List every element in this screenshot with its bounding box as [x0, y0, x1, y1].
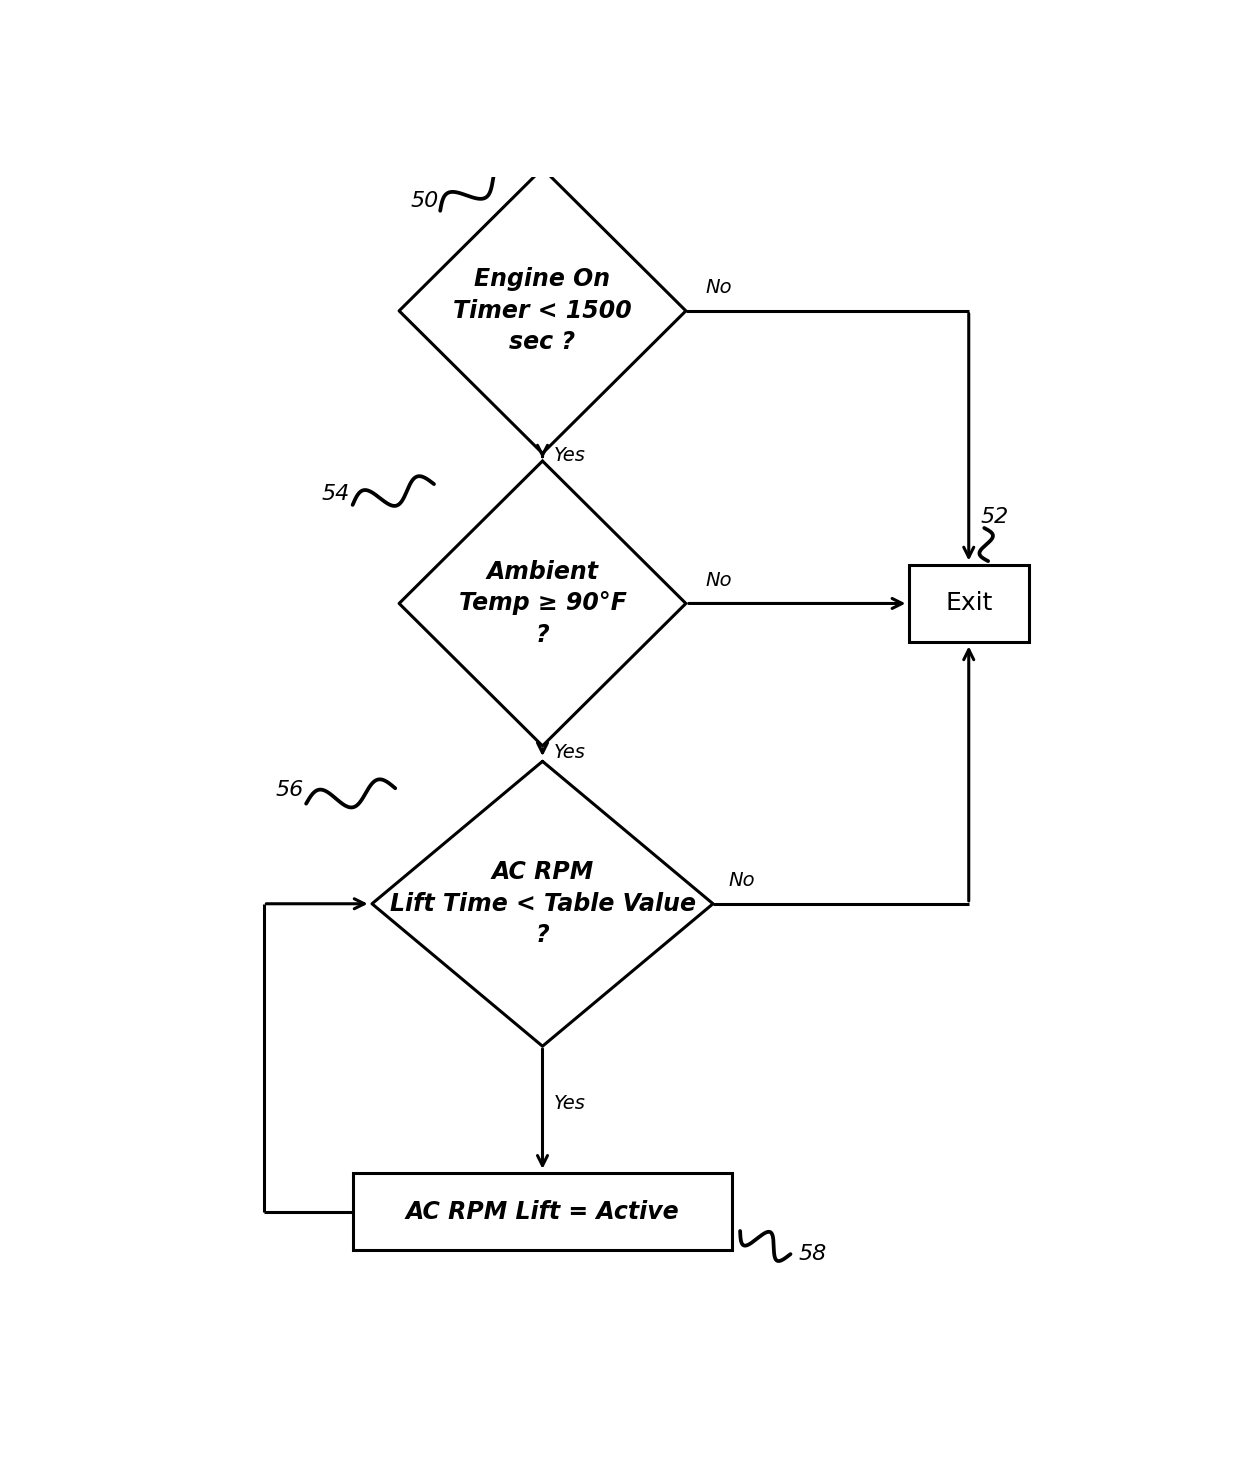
Text: 50: 50	[410, 192, 439, 211]
Text: Exit: Exit	[945, 591, 992, 616]
Text: 58: 58	[799, 1244, 827, 1263]
Text: No: No	[706, 570, 732, 590]
Text: Yes: Yes	[554, 447, 587, 466]
Bar	[352, 1173, 733, 1250]
Text: Ambient
Temp ≥ 90°F
?: Ambient Temp ≥ 90°F ?	[459, 560, 626, 647]
Bar	[909, 565, 1029, 643]
Text: Yes: Yes	[554, 1095, 587, 1113]
Text: 54: 54	[321, 483, 350, 504]
Text: AC RPM Lift = Active: AC RPM Lift = Active	[405, 1200, 680, 1223]
Text: No: No	[729, 871, 755, 890]
Text: 56: 56	[275, 780, 304, 800]
Text: AC RPM
Lift Time < Table Value
?: AC RPM Lift Time < Table Value ?	[389, 861, 696, 948]
Text: No: No	[706, 279, 732, 296]
Text: Engine On
Timer < 1500
sec ?: Engine On Timer < 1500 sec ?	[453, 267, 632, 354]
Text: 52: 52	[981, 507, 1008, 526]
Text: Yes: Yes	[554, 743, 587, 762]
